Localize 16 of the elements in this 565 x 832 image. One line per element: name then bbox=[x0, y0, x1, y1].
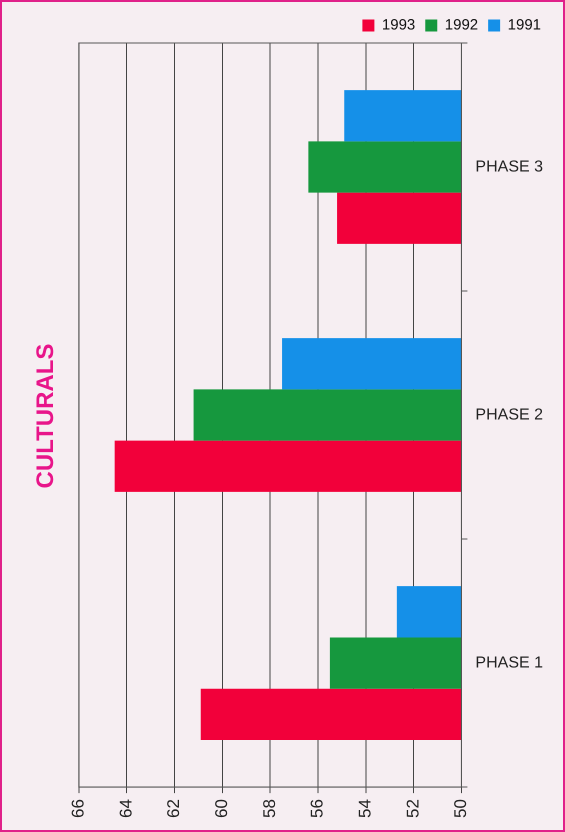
legend-label: 1992 bbox=[444, 16, 478, 34]
legend-label: 1993 bbox=[382, 16, 416, 34]
x-tick-label: 66 bbox=[68, 799, 88, 818]
x-tick-label: 60 bbox=[212, 799, 231, 818]
x-tick-label: 62 bbox=[164, 799, 184, 818]
x-tick-label: 56 bbox=[308, 799, 327, 818]
y-tick-label: PHASE 1 bbox=[475, 654, 544, 672]
legend-label: 1991 bbox=[508, 16, 542, 34]
x-tick-label: 58 bbox=[260, 799, 279, 818]
x-tick-label: 54 bbox=[355, 799, 374, 818]
x-tick-label: 50 bbox=[451, 799, 470, 818]
y-tick-label: PHASE 3 bbox=[475, 158, 544, 176]
x-tick-label: 52 bbox=[403, 799, 422, 818]
text: CULTURALS bbox=[32, 344, 60, 488]
y-tick-label: PHASE 2 bbox=[475, 406, 544, 424]
x-tick-label: 64 bbox=[116, 799, 136, 818]
